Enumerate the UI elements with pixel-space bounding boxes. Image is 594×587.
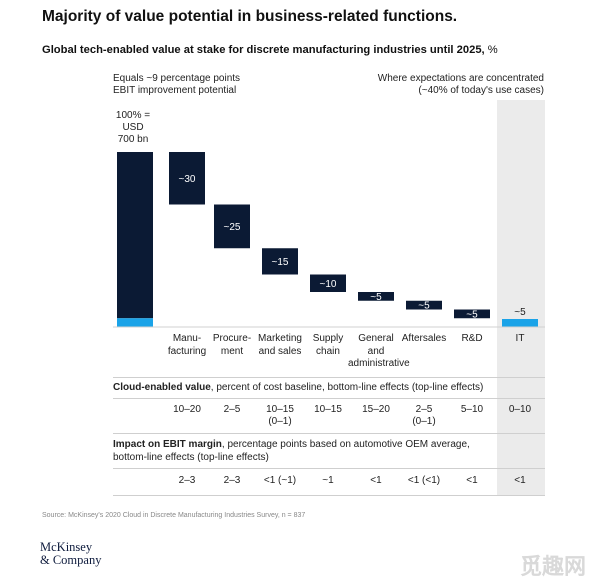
- it-highlight-panel: [497, 100, 545, 496]
- cloud-value-cell: 10–15: [314, 404, 342, 415]
- ebit-value-cell: <1 (<1): [407, 475, 441, 486]
- cloud-value-cell: 2–5: [223, 404, 241, 415]
- bar-value-label: ~5: [466, 309, 478, 320]
- divider: [113, 468, 545, 469]
- note-ebit-potential: Equals ~9 percentage points EBIT improve…: [113, 73, 240, 97]
- cloud-value-cell: 0–10: [508, 404, 532, 415]
- watermark: 觅趣网: [519, 554, 586, 579]
- category-label: Marketing and sales: [258, 333, 302, 357]
- category-label: Procure- ment: [212, 333, 252, 357]
- waterfall-bar: [358, 292, 394, 301]
- cloud-section-label: Cloud-enabled value, percent of cost bas…: [113, 382, 493, 395]
- total-label-line: 100% =: [115, 110, 151, 121]
- waterfall-bar: [406, 300, 442, 310]
- total-label-line: USD: [122, 122, 144, 133]
- waterfall-bar: [454, 309, 490, 319]
- bar-value-label: ~25: [224, 222, 241, 233]
- logo-line: & Company: [40, 553, 102, 567]
- cloud-value-cell: 10–20: [173, 404, 201, 415]
- cloud-value-cell: 2–5 (0–1): [412, 404, 436, 427]
- bar-it: [502, 319, 538, 327]
- waterfall-bar: [169, 152, 205, 205]
- bar-value-label: ~5: [514, 307, 526, 318]
- total-bar: [117, 152, 153, 319]
- chart-subtitle: Global tech-enabled value at stake for d…: [42, 44, 498, 56]
- cloud-label-rest: , percent of cost baseline, bottom-line …: [210, 382, 484, 393]
- logo-line: McKinsey: [40, 540, 93, 554]
- divider: [113, 377, 545, 378]
- bar-value-label: ~5: [418, 301, 430, 312]
- note-left-line: EBIT improvement potential: [113, 85, 237, 96]
- subtitle-unit: %: [487, 44, 498, 56]
- note-right-line: (~40% of today's use cases): [418, 85, 544, 96]
- note-expectations: Where expectations are concentrated (~40…: [378, 73, 544, 97]
- divider: [113, 495, 545, 496]
- ebit-section-label: Impact on EBIT margin, percentage points…: [113, 439, 493, 464]
- note-right-line: Where expectations are concentrated: [377, 73, 544, 84]
- subtitle-main: Global tech-enabled value at stake for d…: [42, 44, 485, 56]
- bar-value-label: ~15: [272, 257, 289, 268]
- cloud-value-cell: 5–10: [460, 404, 484, 415]
- mckinsey-logo: McKinsey & Company: [40, 541, 101, 567]
- category-label: IT: [515, 333, 525, 344]
- category-label: Aftersales: [401, 333, 447, 344]
- divider: [113, 433, 545, 434]
- category-label: General and administrative: [348, 333, 410, 369]
- ebit-value-cell: <1: [370, 475, 382, 486]
- waterfall-bar: [214, 204, 250, 249]
- source-note: Source: McKinsey's 2020 Cloud in Discret…: [42, 512, 306, 519]
- waterfall-bar: [310, 274, 346, 292]
- note-left-line: Equals ~9 percentage points: [113, 73, 241, 84]
- ebit-label-bold: Impact on EBIT margin: [113, 439, 222, 450]
- total-label-line: 700 bn: [117, 134, 149, 145]
- category-label: R&D: [461, 333, 483, 344]
- ebit-label-rest: , percentage points based on automotive …: [113, 439, 470, 463]
- category-label: Supply chain: [312, 333, 344, 357]
- ebit-value-cell: <1 (~1): [263, 475, 297, 486]
- ebit-value-cell: 2–3: [223, 475, 241, 486]
- waterfall-bar: [262, 248, 298, 275]
- divider: [113, 398, 545, 399]
- total-label: 100% = USD 700 bn: [113, 110, 153, 146]
- bar-value-label: ~30: [179, 174, 196, 185]
- bar-value-label: ~10: [320, 279, 337, 290]
- ebit-value-cell: <1: [466, 475, 478, 486]
- cloud-label-bold: Cloud-enabled value: [113, 382, 211, 393]
- chart-title: Majority of value potential in business-…: [42, 8, 458, 25]
- category-label: Manu- facturing: [167, 333, 207, 357]
- bar-value-label: ~5: [370, 292, 382, 303]
- cloud-value-cell: 15–20: [362, 404, 390, 415]
- ebit-value-cell: ~1: [322, 475, 334, 486]
- total-bar-cloud-segment: [117, 318, 153, 327]
- cloud-value-cell: 10–15 (0–1): [266, 404, 294, 427]
- ebit-value-cell: <1: [514, 475, 526, 486]
- ebit-value-cell: 2–3: [178, 475, 196, 486]
